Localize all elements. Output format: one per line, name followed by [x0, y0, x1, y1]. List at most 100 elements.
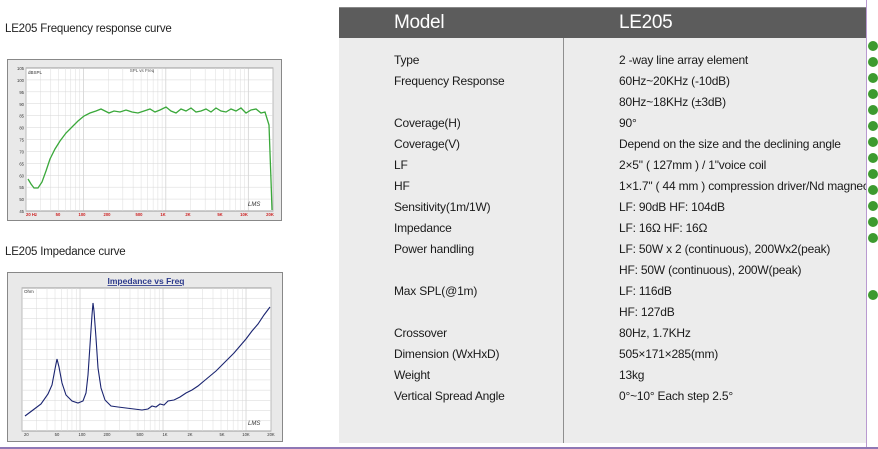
freq-y-tick-label: 100	[17, 78, 25, 83]
imp-unit-label: Ohm	[24, 289, 34, 294]
spec-row-value: LF: 90dB HF: 104dB	[619, 200, 725, 214]
spec-row-label: Coverage(V)	[394, 137, 460, 151]
freq-x-tick-label: 100	[79, 212, 87, 217]
spec-row-label: Type	[394, 53, 420, 67]
impedance-line	[24, 302, 271, 417]
imp-x-tick-label: 10K	[242, 432, 250, 437]
column-divider	[563, 38, 564, 443]
frequency-response-plot: SPL vs Freq dBSPL 105 100 95 90 85 80 75 70 65 60…	[17, 66, 274, 217]
imp-x-tick-label: 200	[104, 432, 112, 437]
spec-row-label: Dimension (WxHxD)	[394, 347, 500, 361]
freq-x-tick-label: 20K	[266, 212, 274, 217]
green-bullet-icon	[868, 89, 878, 99]
imp-x-tick-label: 2K	[187, 432, 192, 437]
green-bullet-icon	[868, 121, 878, 131]
spec-row-value: 1×1.7" ( 44 mm ) compression driver/Nd m…	[619, 179, 878, 193]
green-bullet-icon	[868, 153, 878, 163]
spec-row-label: Impedance	[394, 221, 452, 235]
green-bullet-icon	[868, 201, 878, 211]
spec-row-value: 2 -way line array element	[619, 53, 749, 67]
freq-y-tick-label: 60	[19, 173, 24, 178]
freq-grid	[25, 68, 274, 211]
bottom-border	[0, 447, 878, 449]
spec-row-value: 505×171×285(mm)	[619, 347, 719, 361]
green-bullet-icon	[868, 290, 878, 300]
green-bullet-icon	[868, 185, 878, 195]
imp-x-tick-label: 20K	[267, 432, 275, 437]
imp-x-tick-label: 5K	[219, 432, 224, 437]
freq-x-tick-label: 1K	[160, 212, 165, 217]
freq-x-tick-label: 5K	[217, 212, 222, 217]
imp-watermark: LMS	[248, 421, 260, 427]
spec-row-value: 60Hz~20KHz (-10dB)	[619, 74, 730, 88]
freq-y-tick-label: 55	[19, 185, 24, 190]
spec-row-label: Max SPL(@1m)	[394, 284, 478, 298]
imp-x-tick-label: 50	[55, 432, 60, 437]
imp-x-tick-label: 100	[79, 432, 87, 437]
spec-row-value: HF: 50W (continuous), 200W(peak)	[619, 263, 802, 277]
green-bullet-icon	[868, 169, 878, 179]
freq-y-tick-label: 70	[19, 149, 24, 154]
impedance-caption: LE205 Impedance curve	[5, 246, 126, 258]
spec-header: Model LE205	[339, 8, 866, 38]
spec-row-label: Sensitivity(1m/1W)	[394, 200, 491, 214]
spec-row-label: Weight	[394, 368, 430, 382]
freq-x-tick-label: 2K	[185, 212, 190, 217]
green-bullet-icon	[868, 57, 878, 67]
green-bullet-icon	[868, 73, 878, 83]
impedance-chart: Impedance vs Freq Ohm 20 50 100 200 500 1K 2K 5…	[7, 272, 283, 442]
freq-caption: LE205 Frequency response curve	[5, 23, 172, 35]
freq-y-tick-label: 80	[19, 126, 24, 131]
green-bullet-icon	[868, 41, 878, 51]
freq-y-tick-label: 50	[19, 197, 24, 202]
freq-y-tick-label: 45	[19, 209, 24, 214]
spec-row-value: 80Hz, 1.7KHz	[619, 326, 691, 340]
spec-row-value: 13kg	[619, 368, 645, 382]
spec-row-label: Crossover	[394, 326, 447, 340]
freq-y-tick-label: 90	[19, 102, 24, 107]
right-edge-strip	[866, 0, 878, 449]
freq-x-tick-label: 200	[104, 212, 112, 217]
green-bullet-icon	[868, 233, 878, 243]
model-label: Model	[394, 12, 445, 33]
freq-y-tick-label: 95	[19, 90, 24, 95]
spec-row-value: HF: 127dB	[619, 305, 675, 319]
freq-x-tick-label: 500	[136, 212, 144, 217]
spec-row-value: LF: 16Ω HF: 16Ω	[619, 221, 708, 235]
imp-x-tick-label: 500	[137, 432, 145, 437]
spec-row-value: 0°~10° Each step 2.5°	[619, 389, 733, 403]
green-bullet-icon	[868, 105, 878, 115]
freq-y-tick-label: 85	[19, 114, 24, 119]
freq-x-ticks: 20 Hz 50 100 200 500 1K 2K 5K 10K 20K	[26, 212, 274, 217]
freq-x-tick-label: 20 Hz	[26, 212, 37, 217]
spec-row-label: Vertical Spread Angle	[394, 389, 505, 403]
freq-y-tick-label: 105	[17, 66, 25, 71]
freq-y-tick-label: 65	[19, 161, 24, 166]
imp-x-tick-label: 1K	[162, 432, 167, 437]
frequency-response-chart: SPL vs Freq dBSPL 105 100 95 90 85 80 75 70 65 60…	[7, 59, 282, 221]
freq-x-tick-label: 10K	[240, 212, 248, 217]
spec-table: Model LE205 Type 2 -way line array elemen…	[339, 7, 878, 443]
spec-row-label: LF	[394, 158, 408, 172]
imp-chart-title: Impedance vs Freq	[107, 276, 184, 286]
impedance-plot: Impedance vs Freq Ohm 20 50 100 200 500 1K 2K 5…	[21, 276, 275, 437]
spec-row-value: LF: 116dB	[619, 284, 672, 298]
freq-watermark: LMS	[248, 202, 260, 208]
freq-response-line	[27, 106, 273, 211]
spec-row-label: HF	[394, 179, 410, 193]
spec-row-value: 80Hz~18KHz (±3dB)	[619, 95, 726, 109]
spec-row-value: 90°	[619, 116, 637, 130]
spec-row-value: 2×5" ( 127mm ) / 1"voice coil	[619, 158, 767, 172]
spec-row-value: LF: 50W x 2 (continuous), 200Wx2(peak)	[619, 242, 831, 256]
green-bullet-icon	[868, 137, 878, 147]
model-value: LE205	[619, 12, 673, 33]
freq-y-ticks: 105 100 95 90 85 80 75 70 65 60 55 50 45	[17, 66, 25, 214]
freq-chart-title: SPL vs Freq	[130, 68, 155, 73]
freq-y-tick-label: 75	[19, 138, 24, 143]
spec-row-label: Coverage(H)	[394, 116, 461, 130]
imp-x-tick-label: 20	[24, 432, 29, 437]
spec-row-label: Frequency Response	[394, 74, 505, 88]
imp-x-ticks: 20 50 100 200 500 1K 2K 5K 10K 20K	[24, 432, 275, 437]
spec-row-value: Depend on the size and the declining ang…	[619, 137, 841, 151]
spec-row-label: Power handling	[394, 242, 474, 256]
